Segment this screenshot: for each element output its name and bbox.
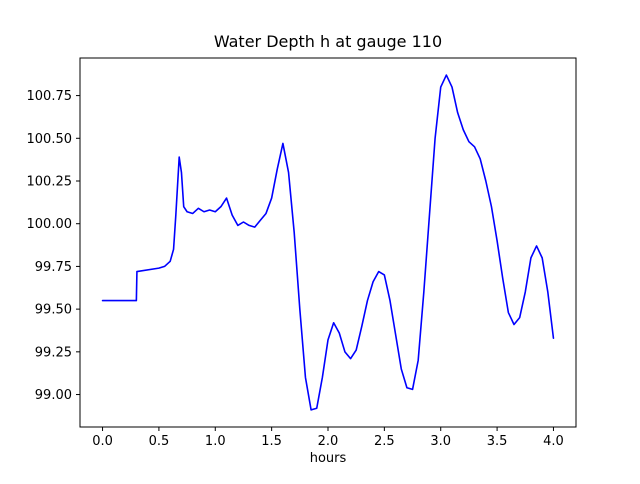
y-tick-label: 99.00 bbox=[35, 388, 72, 403]
x-tick-label: 2.0 bbox=[318, 434, 339, 449]
y-tick-label: 99.25 bbox=[35, 345, 72, 360]
x-tick-label: 1.0 bbox=[205, 434, 226, 449]
x-tick-label: 1.5 bbox=[261, 434, 282, 449]
x-axis-label: hours bbox=[310, 451, 347, 466]
x-tick-label: 3.5 bbox=[487, 434, 508, 449]
x-tick-label: 2.5 bbox=[374, 434, 395, 449]
x-tick-label: 0.0 bbox=[92, 434, 113, 449]
axis-ticks: 0.0 0.5 1.0 1.5 2.0 2.5 3.0 3.5 4.0 99.00 99.25 99.… bbox=[27, 89, 564, 449]
plot-border bbox=[79, 57, 577, 428]
y-tick-label: 100.00 bbox=[27, 217, 73, 232]
data-series bbox=[101, 74, 555, 411]
y-tick-label: 100.75 bbox=[27, 89, 73, 104]
y-tick-label: 99.50 bbox=[35, 303, 72, 318]
y-tick-label: 100.25 bbox=[27, 175, 73, 190]
x-tick-label: 3.0 bbox=[430, 434, 451, 449]
chart-title: Water Depth h at gauge 110 bbox=[214, 32, 442, 51]
axes-frame bbox=[79, 57, 577, 428]
x-tick-label: 4.0 bbox=[543, 434, 564, 449]
x-tick-label: 0.5 bbox=[149, 434, 170, 449]
y-tick-label: 99.75 bbox=[35, 260, 72, 275]
plot-line-water-depth-h bbox=[101, 74, 555, 411]
y-tick-label: 100.50 bbox=[27, 132, 73, 147]
